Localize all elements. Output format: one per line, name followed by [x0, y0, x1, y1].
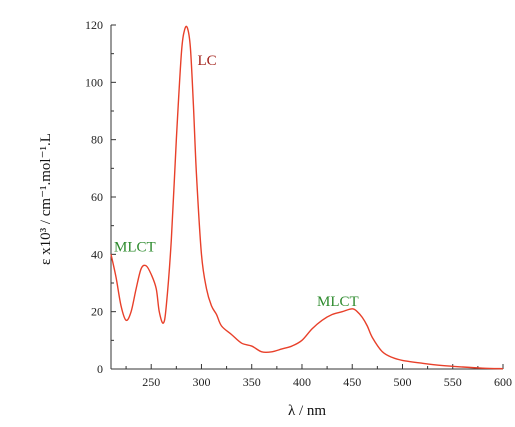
axes — [110, 25, 503, 370]
spectrum-line — [110, 25, 504, 370]
annotations: LC MLCT MLCT — [114, 53, 359, 310]
x-tick-label: 600 — [494, 375, 512, 389]
x-axis-label: λ / nm — [288, 403, 326, 419]
x-tick-label: 300 — [192, 375, 210, 389]
y-tick-label: 20 — [91, 305, 103, 319]
y-axis-ticks: 0 20 40 60 80 100 120 — [85, 18, 116, 376]
y-axis-label: ε x10³ / cm⁻¹.mol⁻¹.L — [38, 133, 54, 265]
x-tick-label: 450 — [343, 375, 361, 389]
x-axis-ticks: 250 300 350 400 450 500 550 600 — [125, 364, 512, 389]
annotation-lc-0: LC — [197, 53, 216, 69]
x-tick-label: 250 — [142, 375, 160, 389]
x-tick-label: 350 — [243, 375, 261, 389]
y-tick-label: 80 — [91, 133, 103, 147]
series-group — [110, 25, 504, 370]
x-tick-label: 500 — [393, 375, 411, 389]
y-tick-label: 120 — [85, 18, 103, 32]
x-tick-label: 550 — [444, 375, 462, 389]
y-tick-label: 60 — [91, 190, 103, 204]
x-tick-label: 400 — [293, 375, 311, 389]
y-tick-label: 0 — [97, 362, 103, 376]
annotation-mlct-2: MLCT — [317, 294, 359, 310]
y-tick-label: 40 — [91, 247, 103, 261]
y-tick-label: 100 — [85, 75, 103, 89]
annotation-mlct-1: MLCT — [114, 239, 156, 255]
